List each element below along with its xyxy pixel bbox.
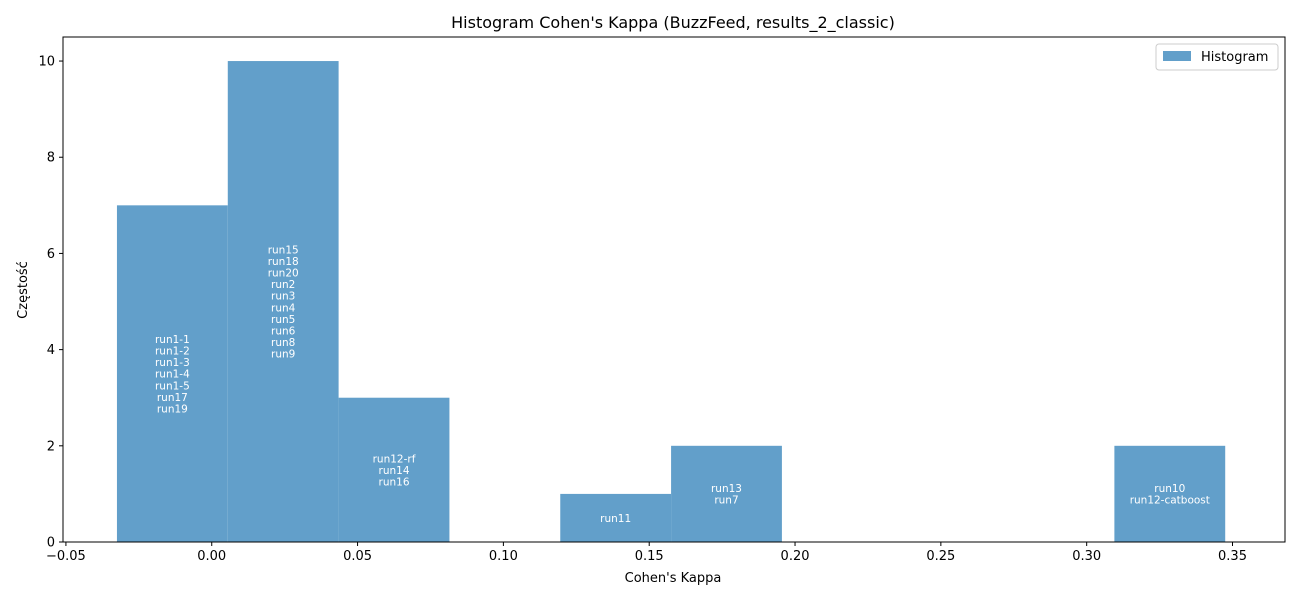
histogram-bar	[338, 397, 450, 542]
bars-layer	[116, 61, 1226, 543]
x-tick-label: 0.25	[926, 549, 955, 564]
bar-labels-layer: run1-1 run1-2 run1-3 run1-4 run1-5 run17 run19…	[155, 244, 1210, 525]
bar-run-label-line: run20	[268, 268, 299, 280]
bar-run-label-line: run12-rf	[373, 453, 416, 465]
legend: Histogram	[1155, 43, 1279, 71]
bar-run-label: run13 run7	[711, 483, 742, 507]
bar-run-label-line: run5	[271, 314, 295, 326]
plot-frame	[62, 36, 1286, 543]
bar-run-label: run11	[600, 513, 631, 525]
bar-run-label-line: run17	[157, 392, 188, 404]
y-tick-label: 0	[47, 536, 55, 551]
bar-run-label-line: run18	[268, 256, 299, 268]
bar-run-label-line: run1-4	[155, 369, 190, 381]
y-axis-ticks: 0 2 4 6 8 10	[38, 55, 63, 551]
bar-run-label: run12-rf run14 run16	[373, 453, 416, 488]
y-tick-label: 2	[47, 439, 55, 454]
histogram-bar	[671, 445, 782, 542]
x-axis-label: Cohen's Kappa	[625, 571, 722, 586]
bar-run-label-line: run19	[157, 403, 188, 415]
x-tick-label: 0.30	[1072, 549, 1101, 564]
histogram-bar	[116, 205, 228, 543]
x-tick-label: 0.05	[343, 549, 372, 564]
y-tick-label: 4	[47, 343, 55, 358]
bar-run-label-line: run1-5	[155, 380, 190, 392]
bar-run-label-line: run13	[711, 483, 742, 495]
bar-run-label-line: run4	[271, 302, 296, 314]
x-tick-label: 0.35	[1218, 549, 1247, 564]
bar-run-label-line: run1-3	[155, 357, 190, 369]
bar-run-label-line: run6	[271, 326, 296, 338]
x-axis-ticks: −0.05 0.00 0.05 0.10 0.15 0.20 0.25 0.30 0.35	[46, 542, 1247, 564]
bar-run-label: run1-1 run1-2 run1-3 run1-4 run1-5 run17 run19	[155, 334, 190, 416]
bar-run-label-line: run10	[1154, 483, 1185, 495]
bar-run-label-line: run2	[271, 279, 295, 291]
bar-run-label-line: run1-1	[155, 334, 190, 346]
bar-run-label: run15 run18 run20 run2 run3 run4 run5 run6 run8 r…	[268, 244, 299, 360]
bar-run-label-line: run16	[379, 476, 410, 488]
y-tick-label: 8	[47, 151, 55, 166]
bar-run-label-line: run7	[714, 495, 738, 507]
y-tick-label: 10	[38, 55, 55, 70]
legend-box	[1155, 43, 1279, 71]
bar-run-label-line: run15	[268, 244, 299, 256]
x-tick-label: 0.10	[489, 549, 518, 564]
histogram-bar	[227, 61, 339, 543]
chart-title: Histogram Cohen's Kappa (BuzzFeed, resul…	[451, 13, 895, 33]
x-tick-label: 0.00	[197, 549, 226, 564]
legend-entry: Histogram	[1201, 50, 1268, 65]
x-tick-label: 0.20	[781, 549, 810, 564]
legend-swatch	[1163, 51, 1191, 61]
bar-run-label-line: run8	[271, 337, 295, 349]
bar-run-label-line: run14	[379, 465, 410, 477]
bar-run-label: run10 run12-catboost	[1130, 483, 1210, 507]
bar-run-label-line: run11	[600, 513, 631, 525]
x-tick-label: −0.05	[46, 549, 86, 564]
histogram-bar	[1114, 445, 1226, 542]
bar-run-label-line: run3	[271, 291, 295, 303]
bar-run-label-line: run12-catboost	[1130, 495, 1210, 507]
x-tick-label: 0.15	[635, 549, 664, 564]
bar-run-label-line: run1-2	[155, 345, 190, 357]
histogram-bar	[560, 493, 672, 542]
bar-run-label-line: run9	[271, 349, 295, 361]
y-axis-label: Częstość	[16, 261, 31, 319]
y-tick-label: 6	[47, 247, 55, 262]
